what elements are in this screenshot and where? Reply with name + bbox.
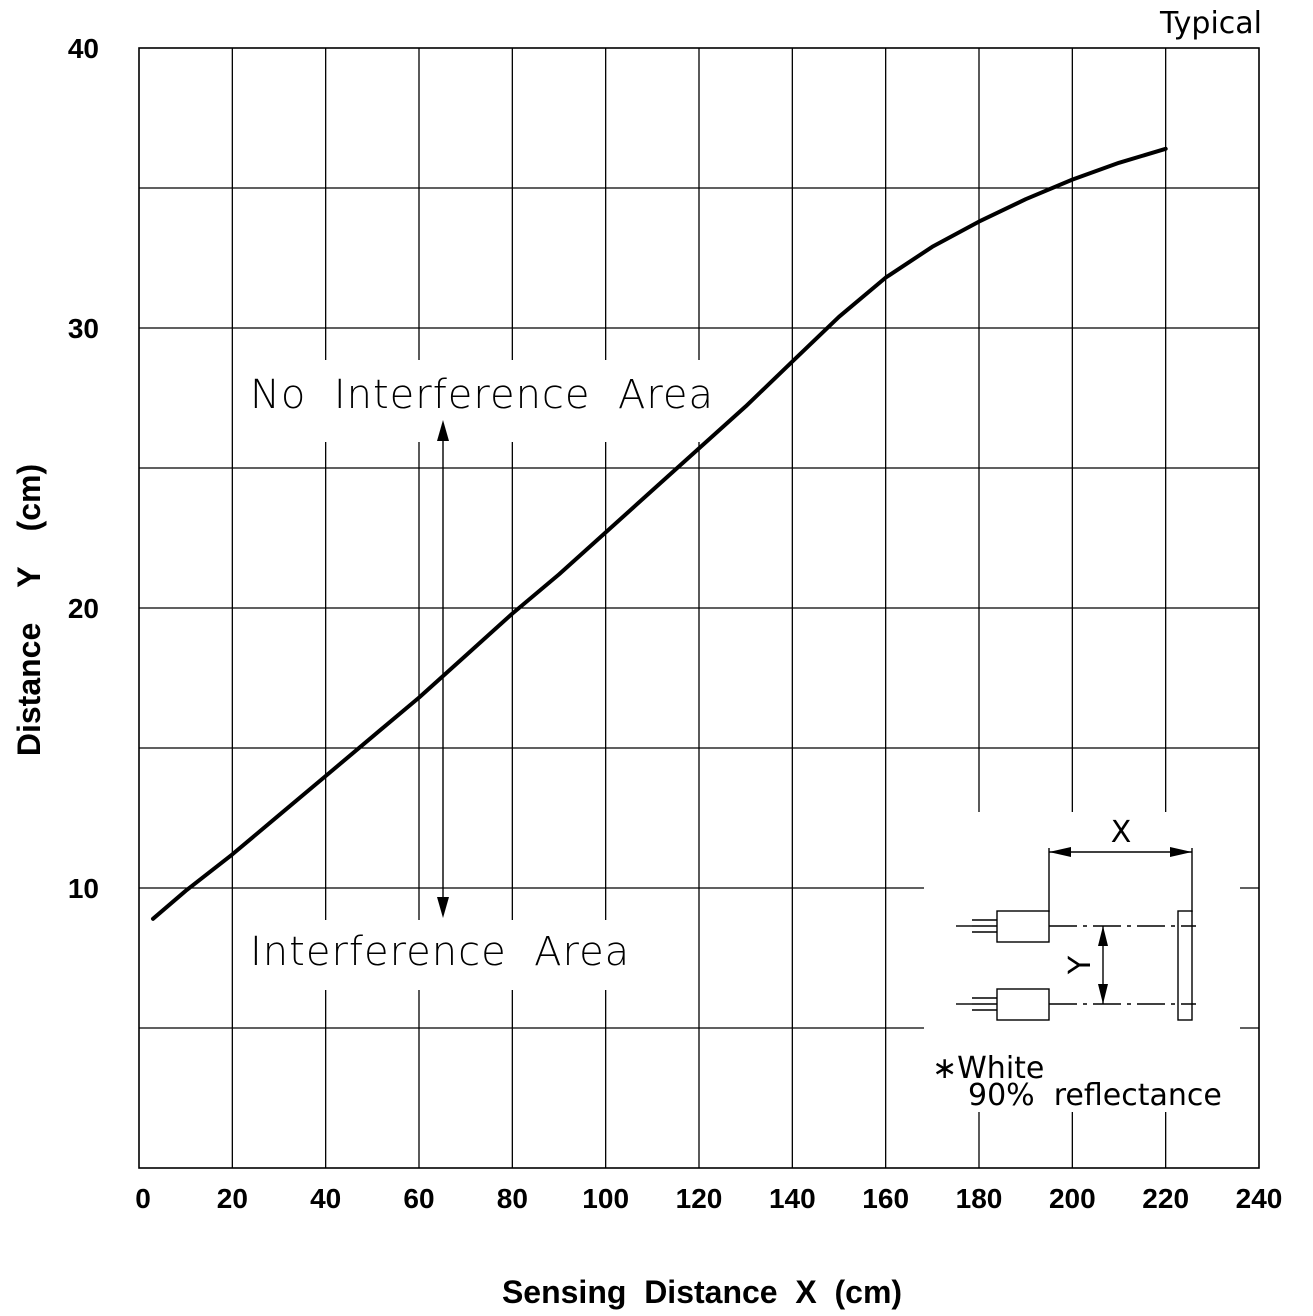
y-tick-label: 20 (68, 593, 99, 624)
x-tick-label: 40 (310, 1183, 341, 1214)
upper-region-label-background (240, 360, 740, 442)
x-tick-label: 140 (769, 1183, 816, 1214)
x-tick-label: 160 (862, 1183, 909, 1214)
plot-frame (138, 47, 1260, 1169)
x-tick-label: 60 (403, 1183, 434, 1214)
x-tick-label: 20 (217, 1183, 248, 1214)
x-tick-label: 200 (1049, 1183, 1096, 1214)
x-tick-label: 120 (676, 1183, 723, 1214)
y-tick-label: 40 (68, 33, 99, 64)
lower-region-label: Interference Area (250, 929, 630, 975)
x-tick-label: 100 (582, 1183, 629, 1214)
y-tick-label: 30 (68, 313, 99, 344)
x-axis-label: Sensing Distance X (cm) (502, 1274, 902, 1310)
x-tick-label: 180 (956, 1183, 1003, 1214)
sensor-setup-diagram: X Y ∗White 90% reflectance (924, 812, 1240, 1113)
inset-y-label: Y (1063, 955, 1098, 975)
inset-x-label: X (1111, 815, 1132, 850)
reflectance-note-line2: 90% reflectance (968, 1078, 1222, 1113)
x-tick-label: 240 (1236, 1183, 1283, 1214)
x-tick-label: 80 (497, 1183, 528, 1214)
lower-region-label-background (240, 920, 660, 990)
upper-region-label: No Interference Area (250, 372, 714, 418)
reflectance-note-line1: ∗White (932, 1051, 1044, 1086)
x-tick-label: 220 (1142, 1183, 1189, 1214)
x-tick-labels: 0 20 40 60 80 100 120 140 160 180 200 220 240 (135, 1183, 1282, 1214)
region-boundary-arrow (437, 420, 449, 918)
x-tick-label: 0 (135, 1183, 151, 1214)
corner-note: Typical (1159, 6, 1262, 41)
y-axis-label: Distance Y (cm) (11, 464, 47, 756)
y-tick-label: 10 (68, 873, 99, 904)
y-tick-labels: 10 20 30 40 (68, 33, 99, 904)
series-line (151, 146, 1168, 921)
